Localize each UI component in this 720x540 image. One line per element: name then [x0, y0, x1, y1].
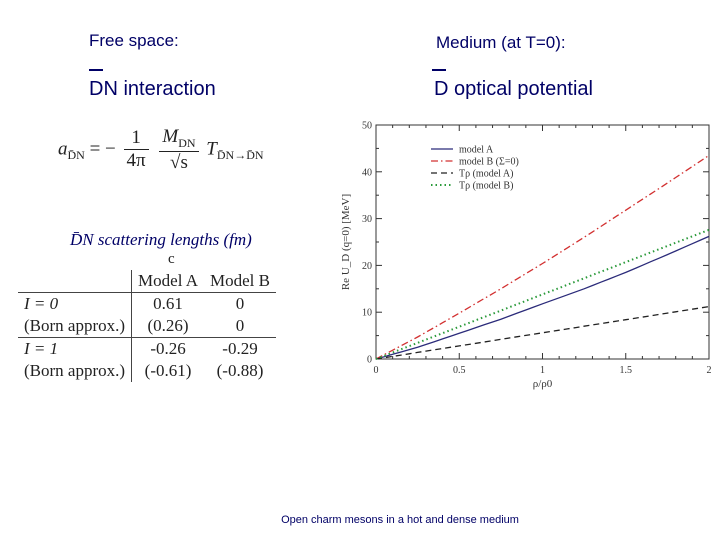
formula-frac2: MDN √s: [159, 126, 199, 174]
table-cell: 0.61: [131, 292, 205, 315]
table-row: (Born approx.) (0.26) 0: [18, 315, 276, 338]
formula-lhs: a: [58, 138, 68, 160]
y-axis-label: Re U_D (q=0) [MeV]: [340, 194, 352, 290]
right-title: D optical potential: [434, 78, 593, 100]
left-title: DN interaction: [89, 78, 216, 100]
scattering-length-table: Model A Model B I = 0 0.61 0 (Born appro…: [18, 270, 276, 382]
table-row: (Born approx.) (-0.61) (-0.88): [18, 360, 276, 382]
formula-frac2-num: M: [162, 126, 179, 147]
table-cell: I = 0: [18, 292, 133, 315]
series-line-2: [375, 305, 710, 360]
table-caption: D̄N scattering lengths (fm): [70, 230, 252, 249]
table-cell: (-0.61): [144, 361, 192, 380]
table-cell: 0: [235, 316, 245, 335]
table-header-cell: Model A: [138, 271, 199, 290]
table-header-row: Model A Model B: [18, 270, 276, 293]
y-tick-label: 10: [362, 308, 372, 319]
formula-frac2-num-sub: DN: [178, 135, 196, 150]
right-title-overbar: [432, 69, 446, 71]
formula-frac2-num-wrap: MDN: [159, 126, 199, 152]
legend-entry: model A: [459, 145, 494, 156]
formula-frac1-num: 1: [123, 127, 149, 151]
formula-lhs-sub: D̄N: [67, 148, 85, 163]
right-header: Medium (at T=0):: [436, 33, 566, 52]
formula-frac1-den: 4π: [126, 150, 146, 172]
x-axis-label: ρ/ρ0: [533, 378, 553, 390]
series-line-3: [375, 228, 710, 360]
left-header: Free space:: [89, 31, 179, 50]
formula-rhs-sub: D̄N→D̄N: [216, 148, 264, 163]
formula-frac1: 1 4π: [123, 127, 149, 172]
table-row: I = 0 0.61 0: [18, 292, 276, 315]
table-cell: (0.26): [147, 316, 189, 335]
table-row: I = 1 -0.26 -0.29: [18, 337, 276, 360]
table-cell: 0: [204, 292, 276, 315]
legend-entry: Tρ (model B): [459, 181, 513, 192]
formula-eq: = −: [89, 138, 116, 160]
x-tick-label: 1: [540, 365, 545, 376]
table-cell: I = 1: [18, 337, 133, 360]
legend-entry: Tρ (model A): [459, 169, 513, 180]
x-tick-label: 0: [374, 365, 379, 376]
table-cell-text: I = 0: [24, 294, 59, 313]
x-tick-label: 1.5: [620, 365, 633, 376]
table-stray-mark: c: [168, 251, 175, 267]
y-tick-label: 30: [362, 214, 372, 225]
series-line-1: [375, 154, 710, 360]
formula-rhs: T: [206, 138, 217, 160]
chart-series: [375, 154, 710, 360]
table-cell: -0.26: [131, 337, 205, 360]
footer-caption: Open charm mesons in a hot and dense med…: [281, 514, 519, 526]
x-tick-label: 0.5: [453, 365, 466, 376]
table-header-cell: [18, 270, 133, 293]
y-tick-label: 40: [362, 167, 372, 178]
table-cell: -0.29: [204, 337, 276, 360]
table-cell: (Born approx.): [18, 315, 133, 338]
x-tick-label: 2: [707, 365, 712, 376]
y-tick-label: 20: [362, 261, 372, 272]
series-line-0: [375, 235, 710, 360]
y-tick-label: 0: [367, 355, 372, 366]
table-cell: (-0.88): [216, 361, 264, 380]
legend-entry: model B (Σ=0): [459, 157, 519, 168]
table-cell-text: I = 1: [24, 339, 59, 358]
table-cell: (Born approx.): [18, 360, 133, 382]
formula-frac2-den: √s: [170, 151, 188, 173]
plot-frame: [375, 124, 710, 360]
scattering-length-formula: aD̄N = − 1 4π MDN √s TD̄N→D̄N: [58, 126, 264, 174]
y-tick-label: 50: [362, 121, 372, 132]
left-title-overbar: [89, 69, 103, 71]
table-header-cell: Model B: [210, 271, 270, 290]
